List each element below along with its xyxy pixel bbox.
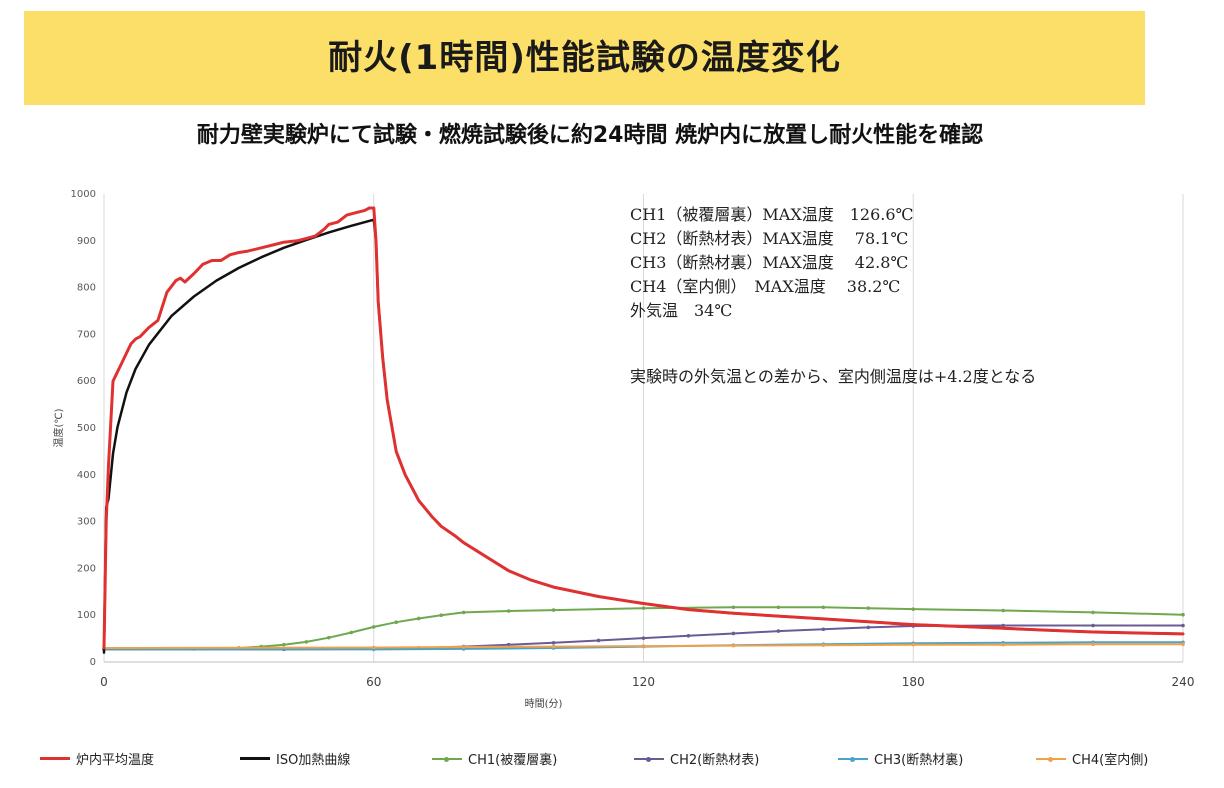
data-point bbox=[731, 631, 736, 636]
y-tick-label: 300 bbox=[77, 517, 96, 528]
data-point bbox=[551, 608, 556, 612]
annotation-note: 実験時の外気温との差から、室内側温度は+4.2度となる bbox=[630, 367, 1036, 386]
legend-item: CH4(室内側) bbox=[1036, 749, 1148, 768]
data-point bbox=[461, 645, 466, 649]
legend-label: CH4(室内側) bbox=[1072, 753, 1149, 768]
annotation-line: 外気温 34℃ bbox=[630, 301, 732, 320]
legend-item: CH1(被覆層裏) bbox=[432, 749, 557, 768]
data-point bbox=[1091, 642, 1095, 647]
data-point bbox=[551, 641, 556, 645]
y-tick-label: 0 bbox=[90, 657, 96, 668]
x-tick-label: 180 bbox=[902, 675, 925, 689]
x-tick-label: 240 bbox=[1172, 675, 1195, 689]
data-point bbox=[1091, 623, 1095, 628]
data-point bbox=[304, 640, 309, 644]
data-point bbox=[416, 616, 421, 621]
legend-swatch bbox=[432, 756, 462, 762]
title-banner: 耐火(1時間)性能試験の温度変化 bbox=[24, 11, 1145, 105]
legend-label: 炉内平均温度 bbox=[76, 753, 155, 768]
y-tick-label: 400 bbox=[77, 470, 96, 481]
annotation-line: CH3（断熱材裏）MAX温度 42.8℃ bbox=[630, 253, 908, 272]
data-point bbox=[371, 645, 376, 650]
data-point bbox=[506, 609, 511, 613]
page-subtitle: 耐力壁実験炉にて試験・燃焼試験後に約24時間 焼炉内に放置し耐火性能を確認 bbox=[196, 123, 984, 148]
chart-legend: 炉内平均温度 ISO加熱曲線 CH1(被覆層裏) CH2(断熱材表) CH3(断熱材裏)… bbox=[0, 745, 1224, 785]
data-point bbox=[394, 620, 399, 625]
data-point bbox=[821, 605, 826, 610]
data-point bbox=[1091, 610, 1095, 615]
legend-swatch bbox=[1036, 756, 1066, 762]
data-point bbox=[911, 642, 916, 647]
legend-item: CH3(断熱材裏) bbox=[838, 749, 963, 768]
data-point bbox=[371, 625, 376, 629]
legend-item: ISO加熱曲線 bbox=[240, 749, 350, 768]
y-tick-label: 900 bbox=[77, 236, 96, 247]
data-point bbox=[731, 643, 736, 648]
data-point bbox=[686, 633, 691, 638]
data-point bbox=[551, 644, 556, 649]
annotation-line: CH2（断熱材表）MAX温度 78.1℃ bbox=[630, 229, 908, 248]
data-point bbox=[866, 606, 871, 610]
x-tick-label: 0 bbox=[100, 675, 108, 689]
legend-swatch bbox=[40, 757, 70, 760]
data-point bbox=[641, 606, 646, 610]
y-tick-label: 500 bbox=[77, 423, 96, 434]
annotation-line: CH1（被覆層裏）MAX温度 126.6℃ bbox=[630, 205, 913, 224]
legend-label: ISO加熱曲線 bbox=[276, 753, 351, 768]
data-point bbox=[641, 644, 646, 648]
legend-label: CH2(断熱材表) bbox=[670, 753, 760, 768]
data-point bbox=[776, 605, 781, 610]
data-point bbox=[439, 613, 443, 617]
y-tick-label: 100 bbox=[77, 610, 96, 621]
data-point bbox=[821, 643, 826, 647]
legend-label: CH1(被覆層裏) bbox=[468, 753, 558, 768]
data-point bbox=[282, 642, 286, 647]
legend-swatch bbox=[240, 757, 270, 760]
legend-swatch bbox=[838, 756, 868, 762]
legend-marker bbox=[646, 756, 651, 762]
data-point bbox=[866, 625, 871, 630]
y-tick-label: 1000 bbox=[71, 189, 96, 200]
data-point bbox=[731, 605, 736, 610]
data-point bbox=[776, 629, 781, 633]
legend-swatch bbox=[634, 756, 664, 762]
temperature-chart: 0 100 200 300 400 500 600 700 800 900 1000 0 60 120 18… bbox=[52, 189, 1195, 710]
legend-item: 炉内平均温度 bbox=[40, 749, 154, 768]
x-tick-label: 120 bbox=[632, 675, 655, 689]
series-6 bbox=[102, 642, 1185, 650]
y-tick-label: 800 bbox=[77, 283, 96, 294]
x-tick-label: 60 bbox=[366, 675, 381, 689]
legend-item: CH2(断熱材表) bbox=[634, 749, 759, 768]
y-tick-label: 600 bbox=[77, 376, 96, 387]
data-point bbox=[461, 610, 466, 615]
page-title: 耐火(1時間)性能試験の温度変化 bbox=[328, 38, 841, 78]
data-point bbox=[641, 636, 646, 640]
legend-label: CH3(断熱材裏) bbox=[874, 753, 964, 768]
data-point bbox=[1181, 623, 1185, 628]
data-point bbox=[1001, 608, 1005, 613]
series-1 bbox=[102, 206, 1185, 650]
legend-marker bbox=[1048, 756, 1053, 762]
series-line bbox=[103, 606, 1184, 650]
data-point bbox=[596, 638, 601, 643]
data-point bbox=[1001, 642, 1005, 647]
data-point bbox=[821, 627, 826, 632]
series-line bbox=[102, 206, 1185, 650]
y-tick-label: 200 bbox=[77, 563, 96, 574]
data-point bbox=[911, 607, 916, 611]
data-point bbox=[349, 630, 354, 635]
data-point bbox=[1181, 642, 1185, 647]
data-point bbox=[1181, 612, 1185, 617]
data-point bbox=[1001, 623, 1005, 628]
x-axis-title: 時間(分) bbox=[525, 698, 563, 710]
legend-marker bbox=[850, 756, 855, 762]
legend-marker bbox=[444, 756, 449, 762]
data-point bbox=[506, 642, 511, 647]
y-axis-title: 温度(℃) bbox=[52, 408, 65, 447]
data-point bbox=[326, 635, 331, 640]
annotation-line: CH4（室内側） MAX温度 38.2℃ bbox=[630, 277, 900, 296]
y-tick-label: 700 bbox=[77, 329, 96, 340]
